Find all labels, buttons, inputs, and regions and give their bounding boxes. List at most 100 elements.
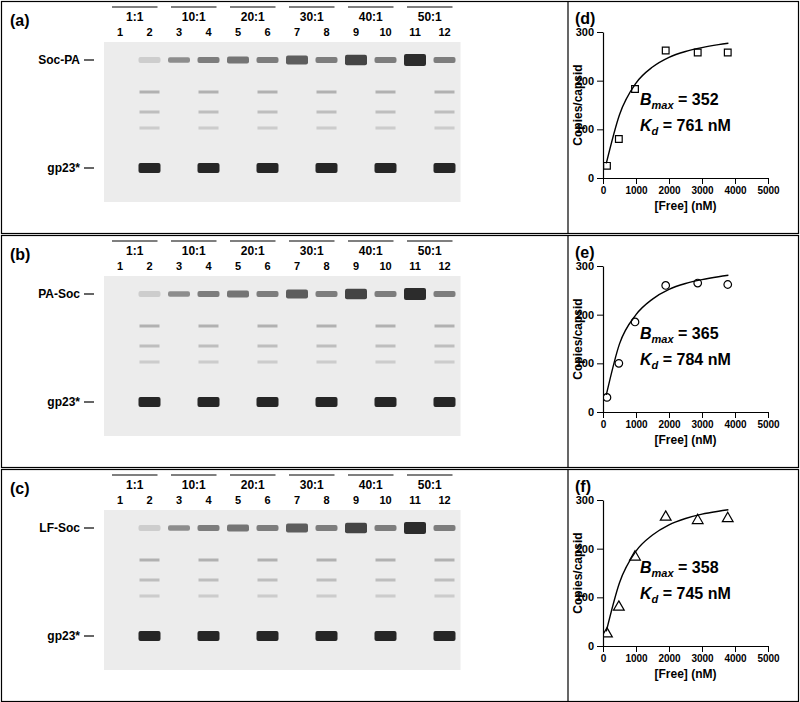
gel-band [258,595,278,598]
annotation: Kd = 745 nM [640,585,731,605]
lane-label: 2 [146,494,152,506]
x-axis-line [604,412,769,413]
gel-band [375,397,397,407]
x-tick-mark [735,178,736,184]
x-tick: 1000 [625,646,648,664]
ratio-bracket [407,6,453,7]
gel-band [404,54,426,66]
ratio-bracket [112,240,158,241]
y-tick: 0 [588,406,603,418]
gel-band [198,631,220,641]
annotation-part: max [652,333,675,345]
lane-label: 11 [409,26,421,38]
gel-band [140,127,160,130]
x-tick-mark [669,178,670,184]
y-axis-title: Copies/capsid [571,298,585,379]
ratio-bracket [348,240,394,241]
gel-band [139,163,161,173]
x-axis: 010002000300040005000 [601,646,780,664]
gel-band [435,127,455,130]
data-point [722,512,733,521]
gel-band [286,290,308,299]
y-tick-label: 0 [588,172,594,184]
gel-band [376,111,396,114]
gel-band [227,290,249,297]
gel-band [199,595,219,598]
lane-label: 7 [294,26,300,38]
ratio-label: 40:1 [359,10,383,24]
ratio-bracket [407,474,453,475]
band-label: gp23* [47,395,80,409]
figure: (a)1:110:120:130:140:150:112345678910111… [0,0,800,702]
gel-band [257,397,279,407]
x-tick-label: 0 [601,653,607,664]
annotation-part: max [652,567,675,579]
panel-divider [567,236,568,468]
ratio-bracket [289,240,335,241]
gel-band [199,111,219,114]
annotation-part: B [640,91,652,108]
y-tick: 300 [576,494,603,506]
lane-label: 6 [264,26,270,38]
x-tick-label: 5000 [757,185,780,196]
gel-band [199,345,219,348]
x-tick-label: 0 [601,419,607,430]
ratio-bracket [230,240,276,241]
gel-band [139,291,161,297]
x-tick: 2000 [658,412,681,430]
ratio-bracket [348,6,394,7]
gel-band [140,361,160,364]
x-tick-label: 3000 [691,419,714,430]
lane-label: 4 [205,260,212,272]
gel-band [198,163,220,173]
gel-band [317,127,337,130]
panel-divider [567,470,568,702]
gel-band [140,559,160,562]
gel-band [435,325,455,328]
x-tick: 4000 [724,178,747,196]
y-tick-mark [597,315,603,316]
y-tick-label: 300 [576,494,594,506]
gel-band [199,361,219,364]
gel-band [434,397,456,407]
x-axis-title: [Free] (nM) [655,199,717,213]
lane-label: 2 [146,26,152,38]
x-tick-mark [603,646,604,652]
lane-label: 5 [235,26,241,38]
gel-band [435,91,455,94]
gel-band [286,56,308,65]
gel-band [168,525,190,531]
y-tick-label: 300 [576,260,594,272]
y-tick-mark [597,178,603,179]
x-axis-title: [Free] (nM) [655,433,717,447]
ratio-label: 30:1 [300,10,324,24]
ratio-bracket [289,6,335,7]
gel-band [258,579,278,582]
y-tick-mark [597,646,603,647]
ratio-label: 20:1 [241,478,265,492]
x-tick: 3000 [691,412,714,430]
lane-label: 12 [438,494,450,506]
ratio-label: 1:1 [126,10,144,24]
lane-label: 7 [294,494,300,506]
y-tick-label: 300 [576,26,594,38]
gel-band [199,579,219,582]
x-tick-label: 1000 [625,185,648,196]
x-tick-mark [702,646,703,652]
gel-band [376,361,396,364]
data-point [615,136,622,143]
panel-label: (e) [575,244,595,261]
x-tick: 5000 [757,412,780,430]
ratio-label: 50:1 [418,244,442,258]
y-tick-label: 0 [588,406,594,418]
gel-band [286,524,308,533]
gel-band [139,57,161,63]
lane-label: 7 [294,260,300,272]
lane-label: 8 [323,26,329,38]
gel-band [139,525,161,531]
lane-label: 10 [379,26,391,38]
ratio-bracket [230,474,276,475]
gel-band [139,397,161,407]
y-tick: 300 [576,26,603,38]
gel-band [140,345,160,348]
